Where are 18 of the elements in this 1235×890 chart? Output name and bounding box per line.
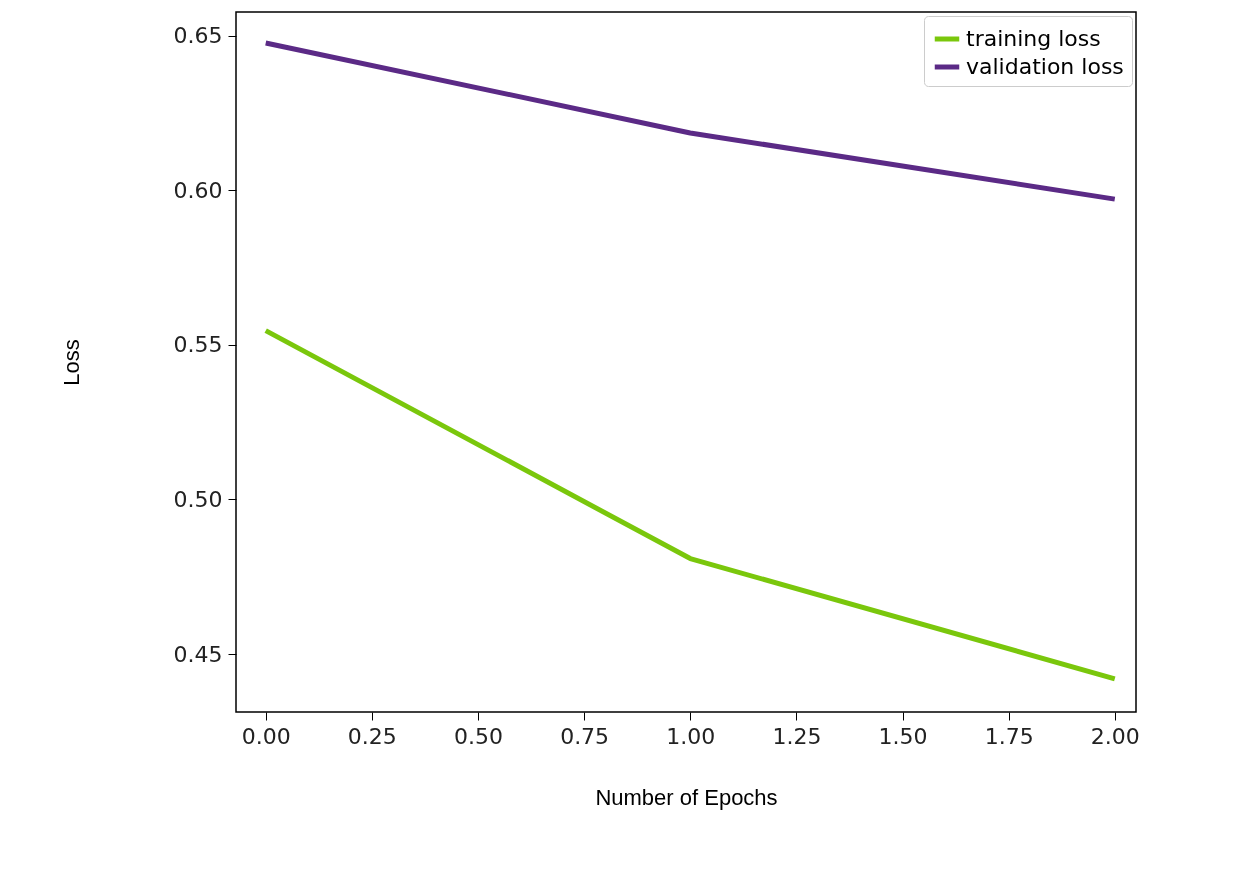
y-tick-label: 0.60: [173, 177, 223, 203]
y-tick-label: 0.55: [173, 332, 223, 358]
x-tick-label: 0.75: [560, 723, 610, 749]
y-axis-title: Loss: [58, 339, 84, 386]
x-axis-title: Number of Epochs: [595, 784, 778, 810]
y-tick-label: 0.65: [173, 23, 223, 49]
legend-label: training loss: [966, 26, 1101, 51]
y-tick-label: 0.45: [173, 641, 223, 667]
x-tick-label: 1.50: [878, 723, 928, 749]
y-tick-label: 0.50: [173, 486, 223, 512]
x-tick-label: 1.75: [984, 723, 1034, 749]
legend-label: validation loss: [966, 54, 1124, 79]
x-tick-label: 1.00: [666, 723, 716, 749]
x-tick-label: 1.25: [772, 723, 822, 749]
x-tick-label: 0.00: [241, 723, 291, 749]
x-tick-label: 2.00: [1090, 723, 1140, 749]
x-tick-label: 0.25: [347, 723, 397, 749]
x-tick-label: 0.50: [453, 723, 503, 749]
